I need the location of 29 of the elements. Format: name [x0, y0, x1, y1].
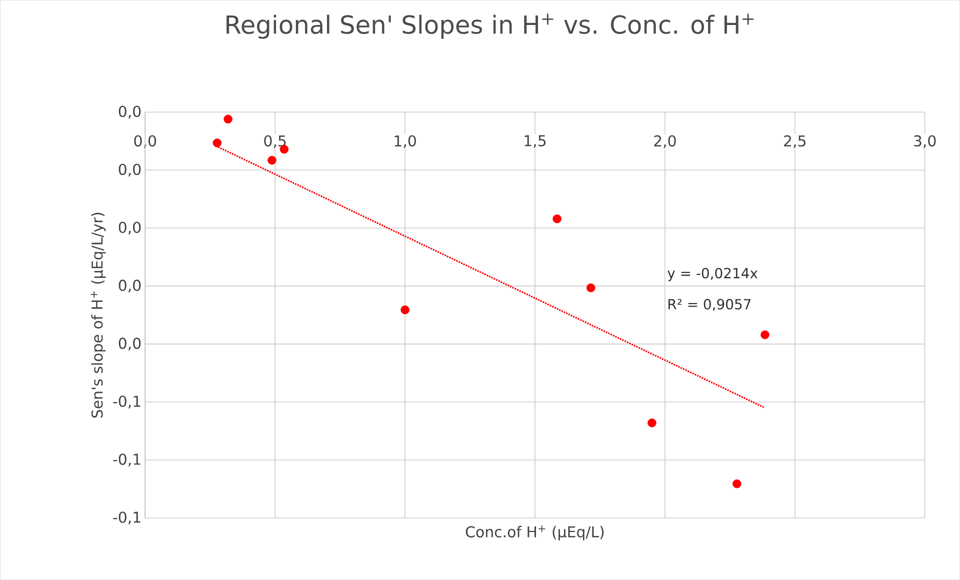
- y-tick-label: 0,0: [118, 338, 141, 350]
- x-tick-label: 0,5: [264, 135, 286, 148]
- point: [732, 479, 742, 488]
- chart-title: Regional Sen' Slopes in H$^{+}$ vs. Conc. of H$^{+}$: [226, 14, 754, 39]
- x-tick-label: 1,5: [524, 135, 546, 148]
- annotation: R² = 0,9057: [668, 298, 751, 311]
- y-tick-label: -0,1: [113, 396, 140, 408]
- y-tick-label: -0,1: [113, 511, 140, 524]
- x-tick-label: 3,0: [914, 135, 936, 148]
- y-tick-label: 0,0: [118, 222, 141, 234]
- x-tick-label: 2,5: [784, 135, 806, 148]
- y-tick-label: 0,0: [118, 164, 141, 176]
- y-tick-label: 0,0: [118, 106, 141, 118]
- point: [400, 305, 410, 314]
- point: [648, 418, 656, 428]
- point: [760, 330, 770, 340]
- point: [268, 156, 276, 165]
- point: [212, 138, 222, 148]
- point: [552, 214, 562, 224]
- y-tick-label: -0,1: [113, 454, 140, 466]
- y-tick-label: 0,0: [118, 280, 141, 292]
- x-tick-label: 2,0: [654, 135, 676, 148]
- y-axis-title: Sen's slope of H$^{+}$ (µEq/L/yr): [90, 212, 106, 418]
- point: [586, 283, 596, 292]
- annotation: y = -0,0214x: [668, 268, 758, 282]
- x-axis-title: Conc.of H$^{+}$ (µEq/L): [466, 525, 604, 540]
- x-tick-label: 0,0: [134, 135, 156, 148]
- x-tick-label: 1,0: [394, 135, 416, 148]
- point: [224, 114, 232, 124]
